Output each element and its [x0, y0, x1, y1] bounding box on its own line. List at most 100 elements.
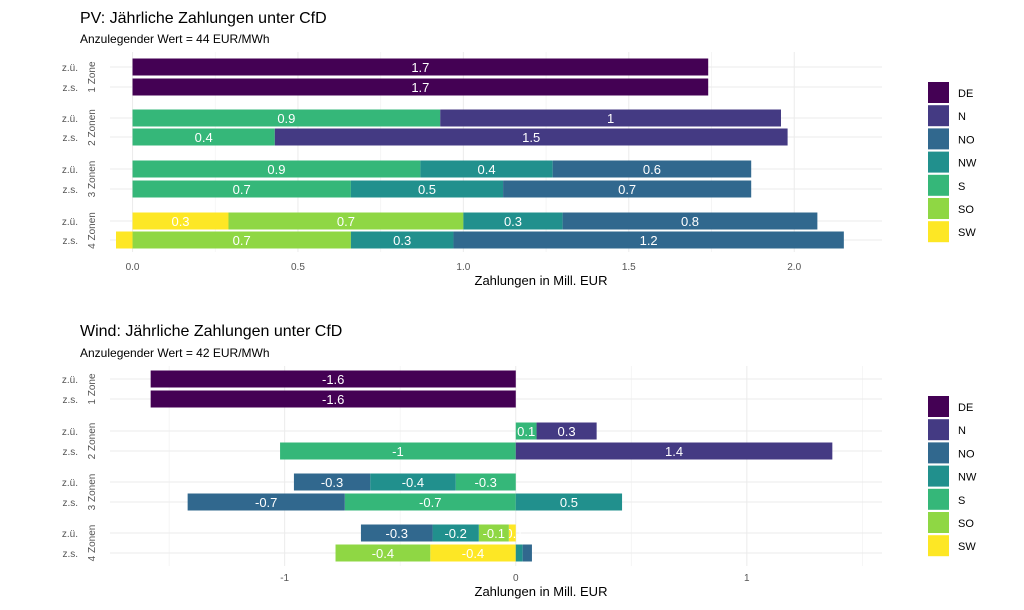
legend-label: NO [958, 448, 975, 460]
bar-value-label: -1.6 [322, 372, 344, 387]
bar-segment-DE [132, 78, 709, 96]
bar-segment-S [132, 109, 441, 127]
group-label: 2 Zonen [87, 109, 98, 146]
bar-segment-S [280, 442, 516, 460]
bar-segment-NO [552, 160, 752, 178]
bar-value-label: 0.3 [171, 214, 189, 229]
bar-segment-SO [132, 231, 351, 249]
legend-label: SW [958, 541, 976, 553]
bar-value-label: 1.2 [640, 233, 658, 248]
legend-swatch-DE [928, 82, 949, 103]
bar-segment-S [344, 493, 516, 511]
bar-value-label: -0.4 [462, 546, 484, 561]
legend-label: S [958, 495, 965, 507]
bar-segment-S [132, 160, 421, 178]
bar-value-label: 1.7 [411, 80, 429, 95]
bar-segment-NW [370, 473, 456, 491]
bar-value-label: 1.5 [522, 130, 540, 145]
row-label: z.ü. [62, 165, 78, 176]
bar-value-label: -0.1 [483, 526, 505, 541]
bar-value-label: 0.1 [517, 424, 535, 439]
legend-label: S [958, 181, 965, 193]
bar-value-label: 0.9 [267, 162, 285, 177]
legend-swatch-DE [928, 396, 949, 417]
legend-swatch-NW [928, 151, 949, 173]
legend-swatch-S [928, 488, 949, 510]
bar-value-label: -0.3 [475, 475, 497, 490]
legend-label: NW [958, 472, 977, 484]
bar-value-label: 0.4 [477, 162, 495, 177]
legend-label: SO [958, 518, 974, 530]
legend-label: DE [958, 88, 973, 100]
bar-value-label: 0.3 [504, 214, 522, 229]
bar-value-label: -0.7 [255, 495, 277, 510]
x-tick-label: 1.5 [622, 262, 636, 273]
bar-segment-SO [478, 524, 509, 542]
bar-value-label: -0.3 [386, 526, 408, 541]
group-label: 1 Zone [87, 373, 98, 405]
bar-segment-N [274, 128, 788, 146]
legend-swatch-S [928, 174, 949, 196]
legend-label: DE [958, 402, 973, 414]
legend-swatch-NW [928, 465, 949, 487]
group-label: 1 Zone [87, 61, 98, 93]
bar-value-label: 0.7 [618, 182, 636, 197]
bar-segment-NW [420, 160, 553, 178]
group-label: 4 Zonen [87, 525, 98, 562]
row-label: z.s. [62, 447, 78, 458]
x-tick-label: 0.0 [126, 262, 140, 273]
bar-segment-S [132, 180, 351, 198]
bar-value-label: 0.3 [393, 233, 411, 248]
x-tick-label: 1.0 [456, 262, 470, 273]
bar-value-label: 0.5 [418, 182, 436, 197]
bar-value-label: 0.7 [337, 214, 355, 229]
bar-value-label: 1.7 [411, 60, 429, 75]
legend-label: N [958, 111, 966, 123]
legend-label: N [958, 425, 966, 437]
group-label: 2 Zonen [87, 423, 98, 460]
x-tick-label: 2.0 [787, 262, 801, 273]
chart-title: Wind: Jährliche Zahlungen unter CfD [80, 323, 342, 340]
x-tick-label: 1 [744, 573, 750, 584]
legend-swatch-NO [928, 128, 949, 150]
bar-segment-S [515, 422, 537, 440]
legend-swatch-N [928, 105, 949, 127]
bar-value-label: 0.3 [558, 424, 576, 439]
row-label: z.ü. [62, 375, 78, 386]
bar-value-label: -0.4 [372, 546, 394, 561]
bar-value-label: -0.3 [321, 475, 343, 490]
legend: DE N NO NW S SO SW [928, 82, 977, 243]
bar-value-label: 0.7 [233, 233, 251, 248]
row-label: z.ü. [62, 114, 78, 125]
bar-value-label: 0.7 [233, 182, 251, 197]
bar-segment-NW [515, 544, 523, 562]
legend-label: SO [958, 204, 974, 216]
chart-panel-1: Wind: Jährliche Zahlungen unter CfD Anzul… [62, 323, 977, 599]
row-label: z.s. [62, 185, 78, 196]
legend-swatch-NO [928, 442, 949, 464]
bar-segment-SO [335, 544, 431, 562]
x-axis-title: Zahlungen in Mill. EUR [475, 273, 608, 288]
bar-segment-SW [430, 544, 516, 562]
legend-swatch-SW [928, 535, 949, 557]
bar-segment-NO [453, 231, 844, 249]
bar-segment-NW [350, 180, 504, 198]
bar-value-label: 0.8 [681, 214, 699, 229]
bar-value-label: 0.4 [195, 130, 213, 145]
row-label: z.s. [62, 236, 78, 247]
bar-segment-NW [463, 212, 563, 230]
bar-segment-NO [522, 544, 532, 562]
bar-segment-S [455, 473, 516, 491]
row-label: z.ü. [62, 529, 78, 540]
bar-value-label: -0.7 [419, 495, 441, 510]
row-label: z.s. [62, 133, 78, 144]
row-label: z.ü. [62, 478, 78, 489]
x-tick-label: 0.5 [291, 262, 305, 273]
bar-segment-NO [293, 473, 371, 491]
bar-segment-DE [150, 370, 516, 388]
bar-segment-NW [515, 493, 623, 511]
bar-segment-NO [503, 180, 752, 198]
bar-segment-SW [116, 231, 133, 249]
bar-segment-NO [360, 524, 433, 542]
